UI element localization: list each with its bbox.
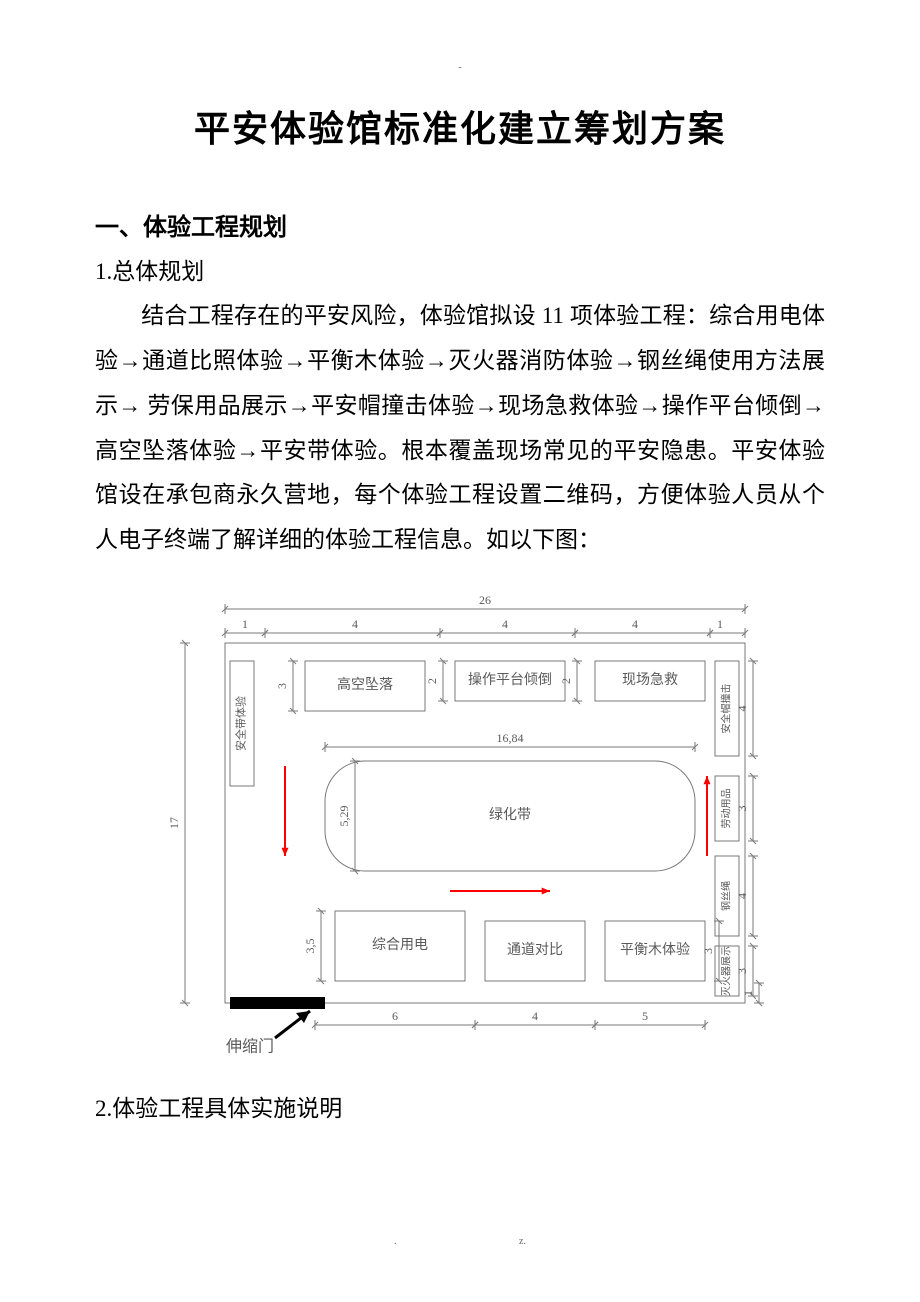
subheading-1: 1.总体规划 — [95, 252, 825, 286]
floor-plan-diagram: 261444117安全带体验高空坠落3操作平台倾倒22现场急救安全帽撞击4劳动用… — [155, 591, 765, 1071]
document-title: 平安体验馆标准化建立筹划方案 — [95, 100, 825, 152]
svg-text:6: 6 — [392, 1009, 398, 1023]
svg-text:钢丝绳: 钢丝绳 — [719, 881, 732, 911]
svg-text:劳动用品: 劳动用品 — [719, 789, 732, 829]
svg-text:3: 3 — [735, 806, 749, 812]
svg-text:1: 1 — [741, 990, 755, 996]
page-footer: . z. — [0, 1236, 920, 1247]
svg-text:绿化带: 绿化带 — [489, 807, 531, 823]
svg-text:2: 2 — [559, 678, 573, 684]
svg-text:17: 17 — [167, 817, 181, 829]
svg-text:4: 4 — [632, 617, 638, 631]
svg-text:1: 1 — [717, 617, 723, 631]
svg-text:灭火器展示: 灭火器展示 — [720, 946, 732, 996]
svg-text:现场急救: 现场急救 — [622, 672, 678, 688]
svg-text:3: 3 — [701, 948, 715, 954]
svg-text:3: 3 — [735, 968, 749, 974]
footer-left: . — [394, 1236, 397, 1247]
svg-text:3,5: 3,5 — [303, 939, 317, 954]
svg-text:高空坠落: 高空坠落 — [337, 676, 393, 693]
svg-text:4: 4 — [735, 706, 749, 712]
paragraph-1-text: 结合工程存在的平安风险，体验馆拟设 11 项体验工程：综合用电体验→通道比照体验… — [95, 303, 825, 552]
svg-text:16,84: 16,84 — [497, 731, 524, 745]
svg-text:平衡木体验: 平衡木体验 — [620, 942, 690, 958]
svg-text:操作平台倾倒: 操作平台倾倒 — [468, 672, 552, 688]
subheading-2: 2.体验工程具体实施说明 — [95, 1089, 825, 1123]
svg-text:3: 3 — [275, 683, 289, 689]
footer-right: z. — [519, 1236, 526, 1247]
svg-text:伸缩门: 伸缩门 — [226, 1038, 274, 1056]
top-mark: - — [458, 62, 461, 73]
svg-text:安全带体验: 安全带体验 — [234, 696, 248, 751]
section-1-heading: 一、体验工程规划 — [95, 207, 825, 242]
svg-text:1: 1 — [242, 617, 248, 631]
svg-text:2: 2 — [425, 678, 439, 684]
svg-text:26: 26 — [479, 593, 491, 607]
svg-text:5: 5 — [642, 1009, 648, 1023]
svg-text:4: 4 — [352, 617, 358, 631]
paragraph-1: 结合工程存在的平安风险，体验馆拟设 11 项体验工程：综合用电体验→通道比照体验… — [95, 294, 825, 563]
svg-text:4: 4 — [735, 893, 749, 899]
svg-text:综合用电: 综合用电 — [372, 937, 428, 953]
svg-text:4: 4 — [532, 1009, 538, 1023]
svg-text:通道对比: 通道对比 — [507, 942, 563, 958]
svg-text:4: 4 — [502, 617, 508, 631]
svg-text:5,29: 5,29 — [337, 806, 351, 827]
svg-text:安全帽撞击: 安全帽撞击 — [719, 684, 732, 734]
floor-plan-svg: 261444117安全带体验高空坠落3操作平台倾倒22现场急救安全帽撞击4劳动用… — [155, 591, 765, 1071]
